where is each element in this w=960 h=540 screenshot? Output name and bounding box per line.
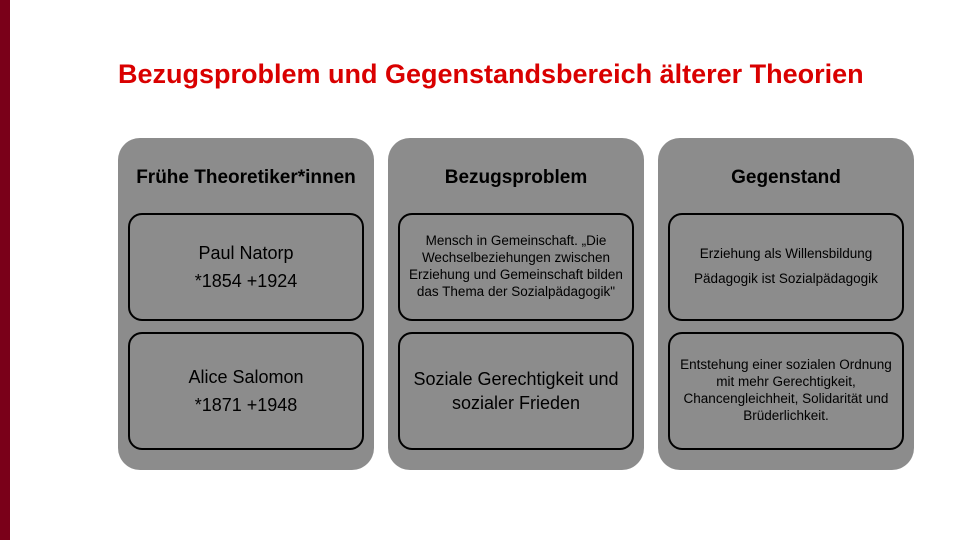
cell-text-line1: Erziehung als Willensbildung [678,246,894,263]
cell-text: Mensch in Gemeinschaft. „Die Wechselbezi… [408,233,624,301]
cell-text: Soziale Gerechtigkeit und sozialer Fried… [408,367,624,416]
cell-bezugsproblem-1: Mensch in Gemeinschaft. „Die Wechselbezi… [398,213,634,321]
column-header: Bezugsproblem [396,148,636,210]
page-title: Bezugsproblem und Gegenstandsbereich ält… [118,58,900,92]
cell-text: Entstehung einer sozialen Ordnung mit me… [678,357,894,425]
cell-bezugsproblem-2: Soziale Gerechtigkeit und sozialer Fried… [398,332,634,450]
person-name: Alice Salomon [138,365,354,389]
column-header: Gegenstand [666,148,906,210]
person-name: Paul Natorp [138,241,354,265]
cell-salomon: Alice Salomon *1871 +1948 [128,332,364,450]
column-gegenstand: Gegenstand Erziehung als Willensbildung … [658,138,914,470]
person-dates: *1871 +1948 [138,393,354,417]
person-dates: *1854 +1924 [138,269,354,293]
column-bezugsproblem: Bezugsproblem Mensch in Gemeinschaft. „D… [388,138,644,470]
column-header: Frühe Theoretiker*innen [126,148,366,210]
cell-natorp: Paul Natorp *1854 +1924 [128,213,364,321]
cell-text-line2: Pädagogik ist Sozialpädagogik [678,271,894,288]
column-theoretiker: Frühe Theoretiker*innen Paul Natorp *185… [118,138,374,470]
content-grid: Frühe Theoretiker*innen Paul Natorp *185… [118,138,914,470]
cell-gegenstand-1: Erziehung als Willensbildung Pädagogik i… [668,213,904,321]
cell-gegenstand-2: Entstehung einer sozialen Ordnung mit me… [668,332,904,450]
